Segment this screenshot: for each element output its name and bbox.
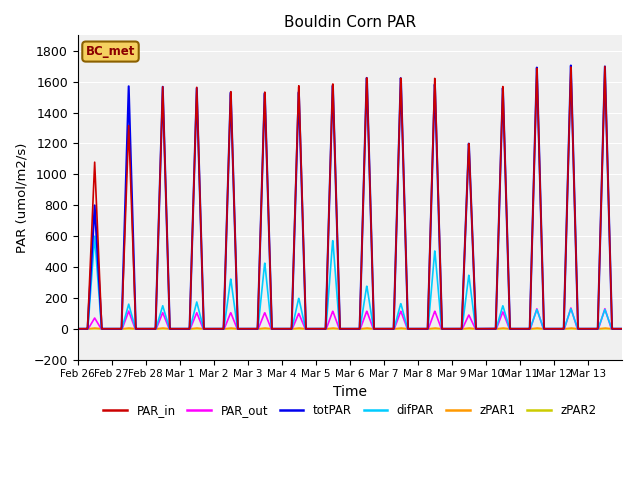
Text: BC_met: BC_met	[86, 45, 135, 58]
Legend: PAR_in, PAR_out, totPAR, difPAR, zPAR1, zPAR2: PAR_in, PAR_out, totPAR, difPAR, zPAR1, …	[99, 399, 601, 422]
totPAR	[611, 326, 618, 332]
difPAR	[246, 326, 253, 332]
zPAR2	[74, 326, 81, 332]
difPAR	[383, 326, 390, 332]
PAR_out	[246, 326, 253, 332]
zPAR2	[383, 326, 390, 332]
PAR_in	[611, 326, 618, 332]
zPAR1	[618, 326, 626, 332]
PAR_in	[514, 326, 522, 332]
zPAR2	[545, 326, 552, 332]
totPAR	[545, 326, 552, 332]
zPAR1	[545, 326, 552, 332]
PAR_in	[545, 326, 552, 332]
PAR_out	[383, 326, 390, 332]
totPAR	[383, 326, 390, 332]
zPAR2	[246, 326, 253, 332]
zPAR1	[128, 325, 136, 331]
Line: totPAR: totPAR	[77, 65, 622, 329]
Y-axis label: PAR (umol/m2/s): PAR (umol/m2/s)	[15, 143, 28, 252]
PAR_out	[611, 326, 618, 332]
difPAR	[74, 326, 81, 332]
PAR_out	[74, 326, 81, 332]
PAR_in	[618, 326, 626, 332]
Line: difPAR: difPAR	[77, 236, 622, 329]
PAR_in	[128, 217, 136, 223]
PAR_in	[383, 326, 390, 332]
zPAR2	[514, 326, 522, 332]
zPAR1	[601, 325, 609, 331]
zPAR1	[611, 326, 618, 332]
PAR_out	[618, 326, 626, 332]
totPAR	[128, 196, 136, 202]
zPAR2	[611, 326, 618, 332]
difPAR	[129, 314, 136, 320]
difPAR	[91, 233, 99, 239]
Line: zPAR1: zPAR1	[77, 328, 622, 329]
totPAR	[567, 62, 575, 68]
PAR_out	[128, 317, 136, 323]
difPAR	[545, 326, 552, 332]
X-axis label: Time: Time	[333, 385, 367, 399]
zPAR1	[246, 326, 253, 332]
PAR_out	[514, 326, 522, 332]
PAR_in	[601, 64, 609, 70]
zPAR2	[618, 326, 626, 332]
totPAR	[74, 326, 81, 332]
difPAR	[611, 326, 618, 332]
totPAR	[246, 326, 253, 332]
PAR_out	[545, 326, 552, 332]
totPAR	[514, 326, 522, 332]
zPAR1	[514, 326, 522, 332]
zPAR1	[74, 326, 81, 332]
Title: Bouldin Corn PAR: Bouldin Corn PAR	[284, 15, 416, 30]
zPAR1	[383, 326, 390, 332]
PAR_out	[567, 305, 575, 311]
PAR_in	[74, 326, 81, 332]
Line: PAR_out: PAR_out	[77, 308, 622, 329]
difPAR	[618, 326, 626, 332]
zPAR2	[128, 326, 136, 332]
Line: PAR_in: PAR_in	[77, 67, 622, 329]
difPAR	[514, 326, 522, 332]
totPAR	[618, 326, 626, 332]
PAR_in	[246, 326, 253, 332]
